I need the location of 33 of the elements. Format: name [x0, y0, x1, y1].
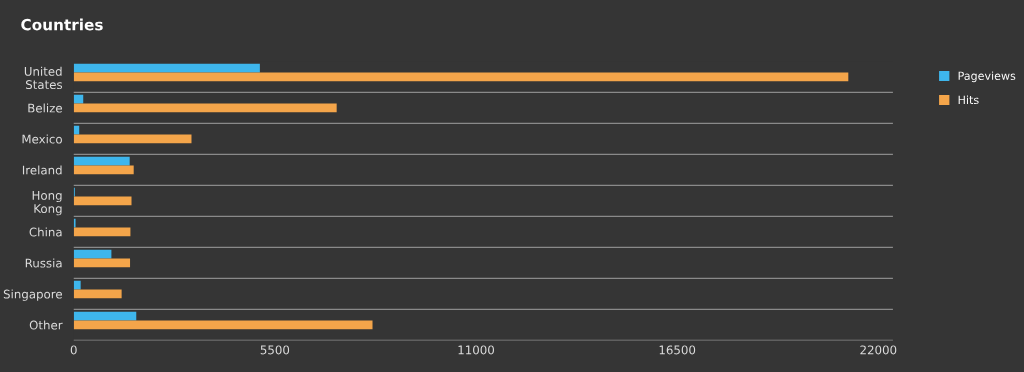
y-tick-label: Mexico [22, 134, 62, 144]
y-tick-label: Belize [28, 103, 62, 113]
y-tick-label: Other [29, 320, 63, 330]
bar [73, 320, 373, 330]
x-tick-label: 5500 [260, 345, 290, 355]
bar [73, 94, 84, 104]
bar [73, 156, 130, 166]
y-tick-label: Ireland [22, 165, 62, 175]
bar [73, 165, 134, 175]
bar [73, 125, 80, 135]
x-tick-label: 11000 [458, 345, 495, 355]
x-tick-label: 0 [70, 345, 77, 355]
bar [73, 103, 337, 113]
y-tick-label: Singapore [3, 289, 62, 301]
legend-label: Hits [958, 95, 979, 105]
y-tick-label: Hong Kong [32, 191, 62, 216]
bar [73, 227, 131, 237]
bar [73, 311, 137, 321]
legend-label: Pageviews [958, 71, 1016, 83]
x-tick-label: 16500 [659, 345, 696, 355]
bar [73, 134, 192, 144]
bar [73, 249, 112, 259]
bar [73, 258, 131, 268]
bar [73, 289, 122, 299]
bar [73, 72, 849, 82]
y-tick-label: Russia [25, 258, 62, 268]
bar [73, 63, 260, 73]
chart-title: Countries [21, 18, 103, 31]
bar [73, 196, 132, 206]
bar [73, 280, 81, 290]
y-tick-label: United States [24, 66, 63, 90]
y-tick-label: China [29, 227, 62, 237]
x-tick-label: 22000 [860, 345, 897, 355]
